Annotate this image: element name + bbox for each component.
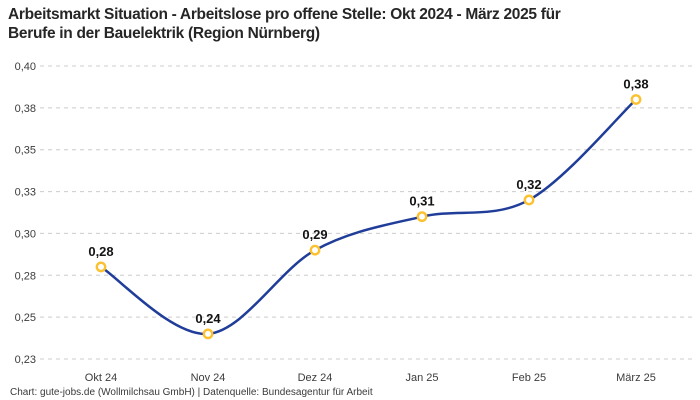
chart-title-line1: Arbeitsmarkt Situation - Arbeitslose pro… [8,6,561,23]
x-tick-label: Jan 25 [405,372,438,384]
data-point-marker [523,194,535,206]
data-point-marker [416,211,428,223]
y-tick-label: 0,40 [15,61,36,73]
y-tick-label: 0,30 [15,228,36,240]
data-point-marker [309,244,321,256]
y-tick-label: 0,28 [15,270,36,282]
series-line [99,98,638,336]
x-tick-label: Feb 25 [512,372,546,384]
data-point-marker [630,94,642,105]
chart-credit: Chart: gute-jobs.de (Wollmilchsau GmbH) … [10,387,373,398]
y-tick-label: 0,35 [15,145,36,157]
chart-title-line2: Berufe in der Bauelektrik (Region Nürnbe… [8,25,320,42]
data-point-label: 0,24 [195,311,221,326]
x-tick-label: März 25 [616,372,656,384]
data-point-label: 0,28 [88,244,113,259]
y-tick-label: 0,25 [15,312,36,324]
y-tick-label: 0,33 [15,187,36,199]
x-tick-label: Dez 24 [298,372,333,384]
data-point-marker [202,328,214,340]
data-point-label: 0,38 [623,76,648,91]
y-tick-label: 0,38 [15,103,36,115]
x-tick-label: Nov 24 [191,372,226,384]
data-point-label: 0,31 [409,194,434,209]
x-tick-label: Okt 24 [85,372,117,384]
chart-title: Arbeitsmarkt Situation - Arbeitslose pro… [8,5,692,43]
data-point-label: 0,29 [302,227,327,242]
data-point-label: 0,32 [516,177,541,192]
y-tick-label: 0,23 [15,354,36,366]
data-point-marker [95,261,107,273]
